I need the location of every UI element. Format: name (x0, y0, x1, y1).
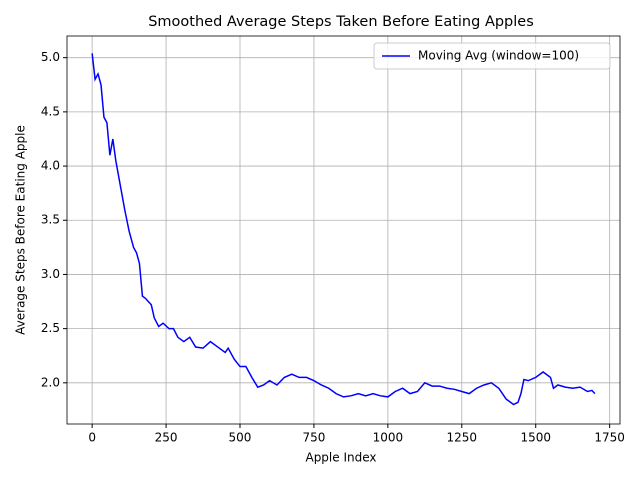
y-axis-label: Average Steps Before Eating Apple (14, 125, 28, 335)
x-axis-label: Apple Index (305, 451, 376, 465)
legend-box (373, 42, 611, 70)
chart-title: Smoothed Average Steps Taken Before Eati… (148, 14, 534, 30)
x-tick-label: 750 (302, 431, 325, 445)
data-line (91, 53, 596, 406)
y-tick-label: 2.5 (41, 321, 60, 335)
x-tick-label: 500 (229, 431, 252, 445)
y-tick-label: 5.0 (41, 50, 60, 64)
x-tick-label: 1250 (447, 431, 478, 445)
legend-label: Moving Avg (window=100) (418, 49, 579, 63)
x-tick-label: 1000 (373, 431, 404, 445)
y-tick-label: 4.5 (41, 104, 60, 118)
y-tick-label: 3.0 (41, 267, 60, 281)
y-tick-label: 2.0 (41, 375, 60, 389)
x-tick-label: 1500 (520, 431, 551, 445)
plot-frame (66, 35, 621, 425)
y-tick-label: 3.5 (41, 213, 60, 227)
x-tick-label: 250 (155, 431, 178, 445)
x-tick-label: 0 (88, 431, 96, 445)
x-tick-label: 1750 (594, 431, 625, 445)
y-tick-label: 4.0 (41, 159, 60, 173)
